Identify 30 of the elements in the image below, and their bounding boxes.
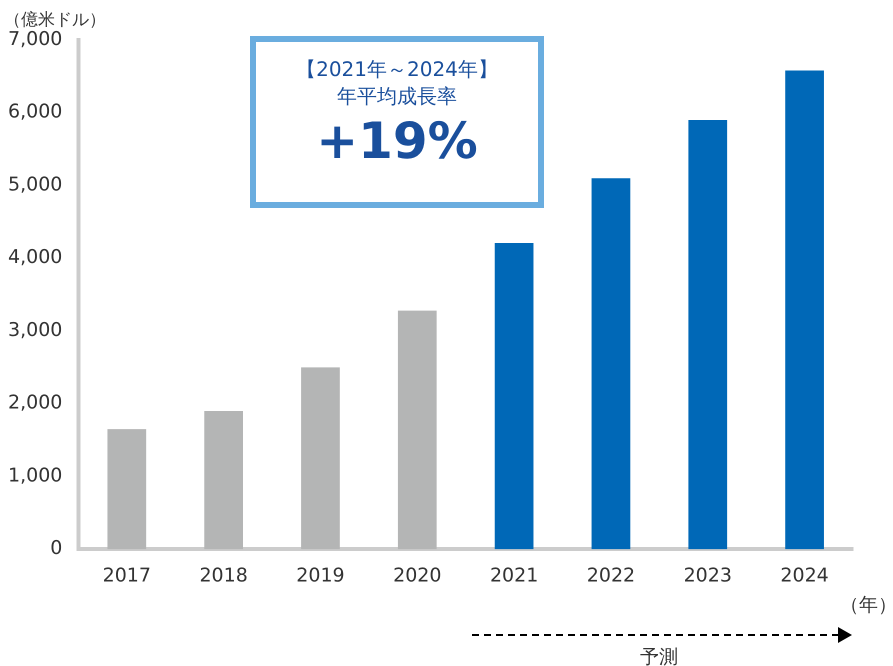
annotation: 【2021年～2024年】	[295, 56, 499, 83]
bar	[785, 70, 824, 550]
bar	[398, 310, 437, 550]
x-axis-title: （年）	[840, 593, 893, 618]
bar	[107, 429, 146, 550]
text: 予測	[640, 645, 678, 666]
y-tick-label: 6,000	[8, 100, 62, 123]
y-axis-title: （億米ドル）	[4, 9, 106, 30]
y-tick-label: 5,000	[8, 173, 62, 196]
annotation: +19%	[315, 111, 479, 172]
bar	[494, 242, 534, 550]
y-tick-label: 3,000	[8, 318, 62, 341]
y-tick-label: 1,000	[8, 464, 62, 486]
x-tick-label: 2021	[490, 564, 538, 587]
x-tick-label: 2018	[199, 564, 248, 587]
y-tick-label: 7,000	[8, 28, 62, 50]
bar	[204, 410, 243, 550]
x-tick-label: 2019	[296, 564, 345, 587]
y-tick-label: 2,000	[8, 392, 62, 414]
annotation: 年平均成長率	[336, 83, 458, 110]
bar	[592, 178, 630, 550]
y-tick-label: 0	[50, 537, 62, 560]
x-tick-label: 2017	[102, 564, 151, 587]
x-tick-label: 2024	[780, 564, 829, 587]
x-tick-label: 2023	[684, 564, 732, 587]
y-tick-label: 4,000	[8, 246, 62, 268]
x-tick-label: 2022	[586, 564, 636, 587]
bar	[301, 367, 340, 550]
bar	[688, 120, 728, 550]
x-tick-label: 2020	[393, 564, 442, 587]
